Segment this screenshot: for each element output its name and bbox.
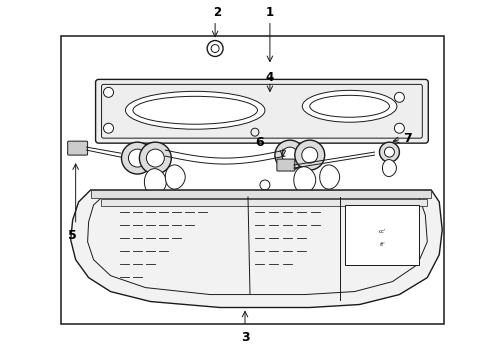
Circle shape <box>122 142 153 174</box>
Circle shape <box>147 149 164 167</box>
Circle shape <box>385 147 394 157</box>
Polygon shape <box>100 199 427 206</box>
FancyBboxPatch shape <box>277 159 295 171</box>
Circle shape <box>207 41 223 57</box>
Polygon shape <box>145 169 166 195</box>
Text: tt': tt' <box>380 242 385 247</box>
Polygon shape <box>91 190 431 198</box>
Text: 4: 4 <box>266 71 274 84</box>
Circle shape <box>275 140 305 170</box>
Polygon shape <box>294 167 316 193</box>
Circle shape <box>103 123 114 133</box>
Circle shape <box>128 149 147 167</box>
Circle shape <box>295 140 325 170</box>
Text: 2: 2 <box>213 6 221 19</box>
Text: cc': cc' <box>379 229 386 234</box>
Polygon shape <box>71 190 442 307</box>
Text: 3: 3 <box>241 331 249 344</box>
Text: 1: 1 <box>266 6 274 19</box>
Polygon shape <box>319 165 340 189</box>
Polygon shape <box>383 159 396 176</box>
Circle shape <box>282 147 298 163</box>
Circle shape <box>140 142 171 174</box>
Circle shape <box>302 147 318 163</box>
FancyBboxPatch shape <box>96 80 428 143</box>
Bar <box>344 205 419 265</box>
Text: 6: 6 <box>256 136 264 149</box>
FancyBboxPatch shape <box>68 141 88 155</box>
Ellipse shape <box>125 91 265 129</box>
Bar <box>61 36 444 324</box>
Circle shape <box>379 142 399 162</box>
Circle shape <box>394 123 404 133</box>
Polygon shape <box>165 165 185 189</box>
Text: 7: 7 <box>403 132 412 145</box>
Circle shape <box>103 87 114 97</box>
Ellipse shape <box>302 90 397 122</box>
Circle shape <box>394 92 404 102</box>
Text: 5: 5 <box>68 229 77 242</box>
